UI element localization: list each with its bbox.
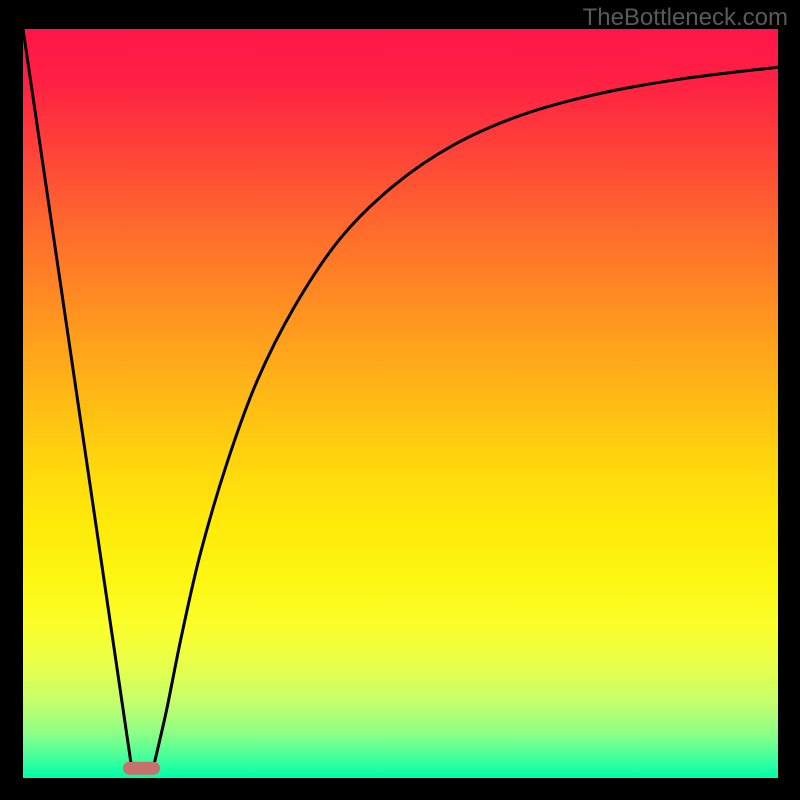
plot-area <box>23 29 778 778</box>
plot-svg <box>23 29 778 778</box>
plot-background <box>23 29 778 778</box>
watermark-text: TheBottleneck.com <box>583 4 788 32</box>
bottleneck-marker <box>123 762 159 774</box>
chart-container: TheBottleneck.com <box>0 0 800 800</box>
